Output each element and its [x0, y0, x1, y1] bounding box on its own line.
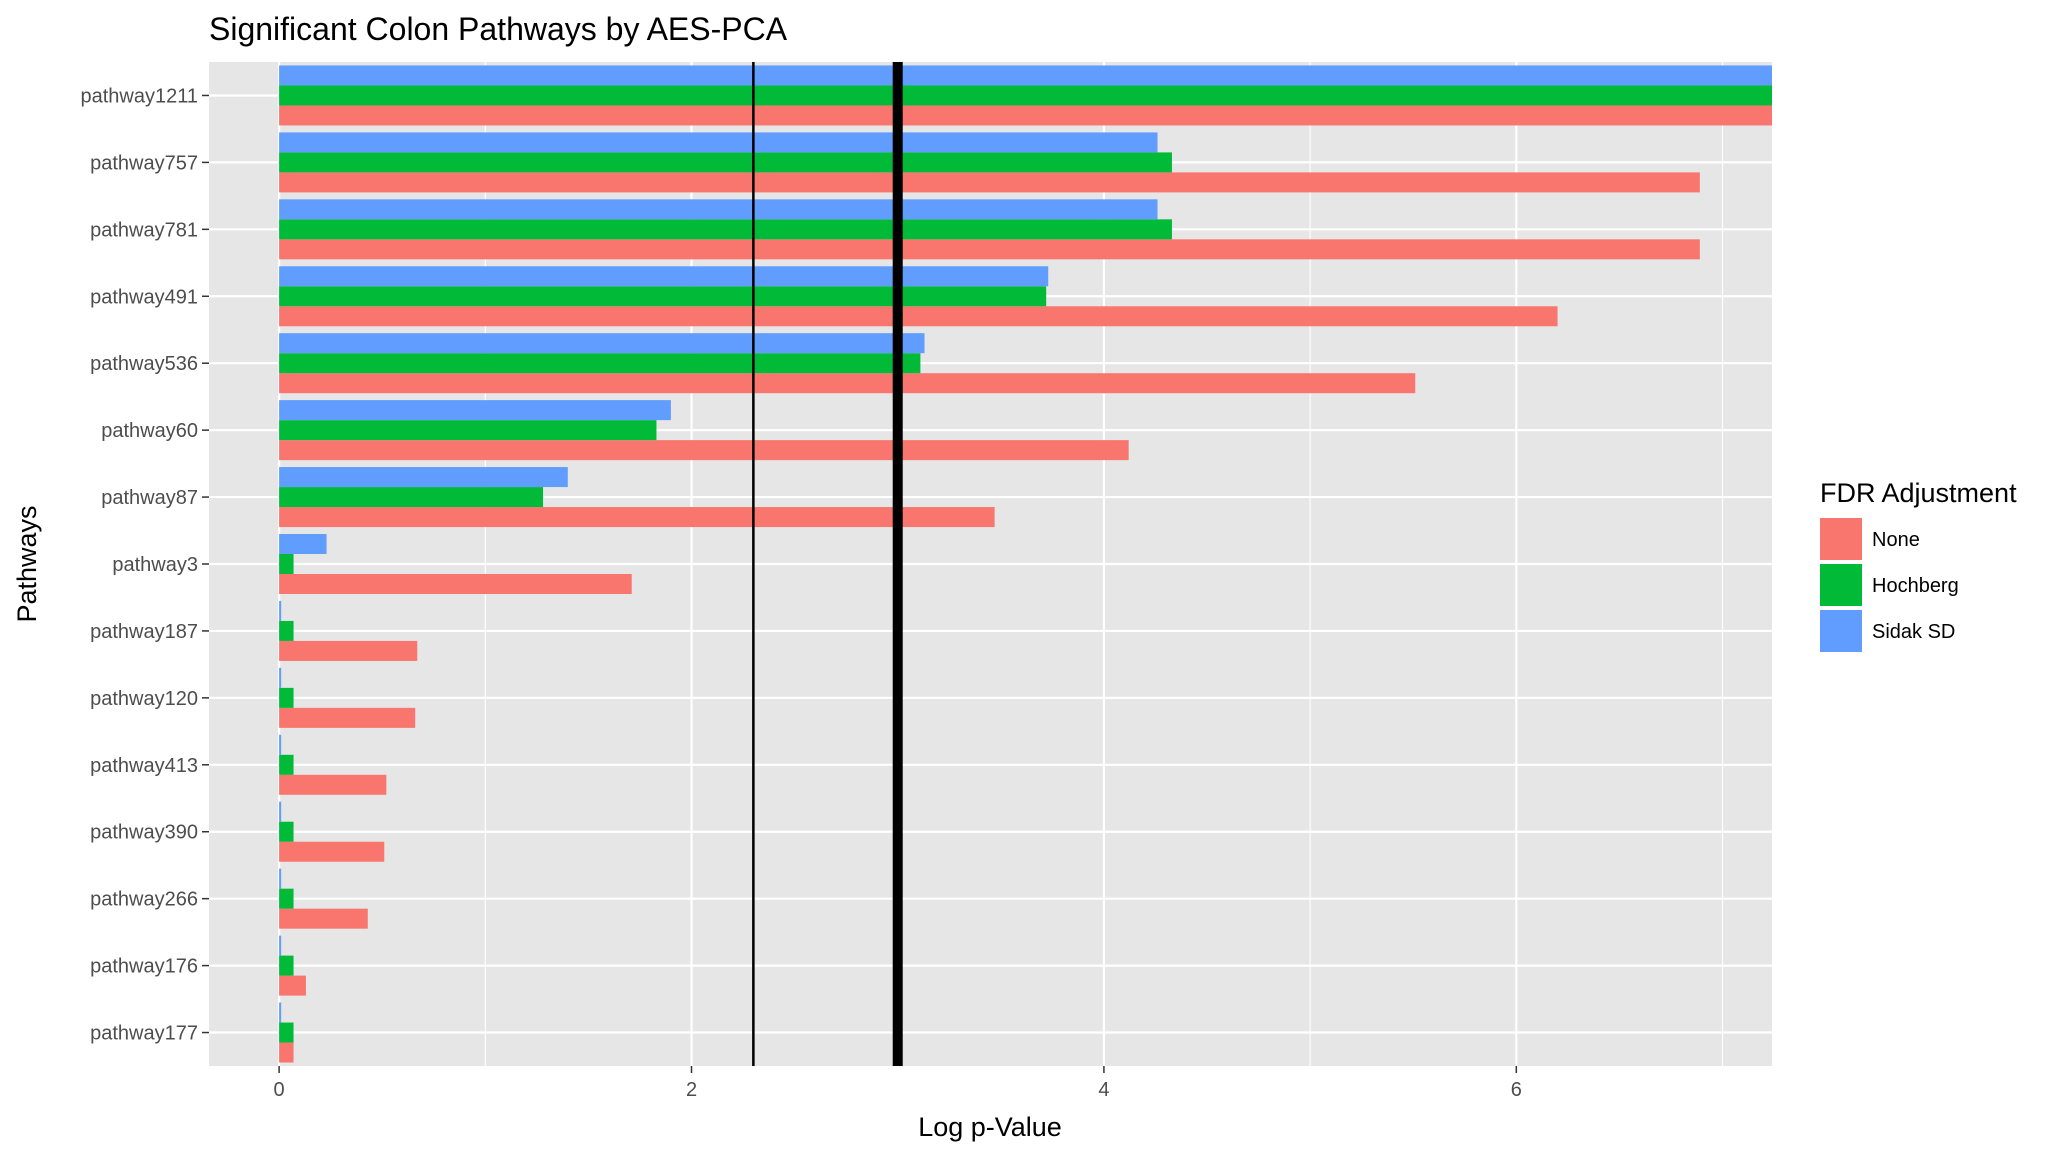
legend-title: FDR Adjustment — [1820, 478, 2017, 508]
bar-hochberg-pathway177 — [279, 1022, 294, 1043]
x-tick-label: 4 — [1098, 1079, 1109, 1101]
bar-sidak-sd-pathway266 — [279, 868, 282, 889]
bar-sidak-sd-pathway536 — [279, 333, 925, 354]
bar-sidak-sd-pathway3 — [279, 534, 327, 554]
legend-key-none — [1820, 518, 1862, 560]
legend-label: None — [1872, 529, 1920, 551]
bar-hochberg-pathway176 — [279, 955, 294, 976]
y-tick-label: pathway1211 — [81, 85, 199, 107]
axes: pathway1211 pathway757 pathway781 pathway49… — [81, 85, 1522, 1101]
bar-sidak-sd-pathway390 — [279, 801, 282, 822]
bar-hochberg-pathway266 — [279, 888, 294, 909]
bar-none-pathway1211 — [279, 105, 1773, 126]
x-tick-label: 6 — [1511, 1079, 1522, 1101]
bar-sidak-sd-pathway187 — [279, 600, 282, 621]
x-tick-label: 0 — [274, 1079, 285, 1101]
y-tick-label: pathway413 — [90, 755, 198, 777]
bar-sidak-sd-pathway176 — [279, 935, 282, 956]
bar-hochberg-pathway413 — [279, 754, 294, 775]
y-tick-label: pathway491 — [90, 286, 198, 308]
bar-hochberg-pathway781 — [279, 219, 1172, 240]
y-tick-label: pathway120 — [90, 688, 198, 710]
bar-none-pathway120 — [279, 707, 416, 728]
bar-none-pathway536 — [279, 373, 1416, 394]
bar-hochberg-pathway491 — [279, 286, 1047, 307]
legend-key-sidak-sd — [1820, 610, 1862, 652]
y-tick-label: pathway87 — [101, 487, 198, 509]
bar-sidak-sd-pathway120 — [279, 667, 282, 688]
bar-none-pathway266 — [279, 908, 368, 929]
bar-hochberg-pathway87 — [279, 487, 544, 508]
bar-none-pathway60 — [279, 440, 1129, 461]
bar-none-pathway3 — [279, 574, 632, 594]
bar-sidak-sd-pathway413 — [279, 734, 282, 755]
bar-hochberg-pathway1211 — [279, 85, 1773, 106]
legend: FDR Adjustment None Hochberg Sidak SD — [1820, 478, 2017, 652]
bar-sidak-sd-pathway1211 — [279, 65, 1773, 86]
y-axis-title: Pathways — [12, 505, 42, 622]
legend-label: Hochberg — [1872, 575, 1959, 597]
bar-hochberg-pathway3 — [279, 554, 294, 574]
bar-none-pathway187 — [279, 640, 418, 661]
y-tick-label: pathway3 — [112, 554, 198, 576]
y-tick-label: pathway177 — [90, 1023, 198, 1045]
y-tick-label: pathway781 — [90, 219, 198, 241]
y-tick-label: pathway390 — [90, 822, 198, 844]
bar-series — [279, 65, 1773, 1063]
x-tick-label: 2 — [686, 1079, 697, 1101]
chart-title: Significant Colon Pathways by AES-PCA — [209, 11, 788, 47]
bar-none-pathway176 — [279, 975, 306, 996]
bar-sidak-sd-pathway87 — [279, 467, 568, 488]
bar-sidak-sd-pathway757 — [279, 132, 1158, 153]
y-tick-label: pathway266 — [90, 889, 198, 911]
bar-hochberg-pathway757 — [279, 152, 1172, 173]
bar-none-pathway87 — [279, 507, 995, 528]
legend-label: Sidak SD — [1872, 621, 1955, 643]
y-tick-label: pathway536 — [90, 353, 198, 375]
y-tick-label: pathway187 — [90, 621, 198, 643]
bar-none-pathway781 — [279, 239, 1700, 260]
bar-none-pathway757 — [279, 172, 1700, 193]
x-axis-title: Log p-Value — [918, 1112, 1062, 1142]
y-tick-label: pathway176 — [90, 956, 198, 978]
bar-sidak-sd-pathway491 — [279, 266, 1049, 287]
bar-sidak-sd-pathway60 — [279, 400, 671, 421]
bar-hochberg-pathway187 — [279, 620, 294, 641]
reference-lines — [752, 62, 903, 1066]
bar-hochberg-pathway120 — [279, 687, 294, 708]
legend-key-hochberg — [1820, 564, 1862, 606]
bar-none-pathway491 — [279, 306, 1558, 327]
bar-hochberg-pathway60 — [279, 420, 657, 441]
y-tick-label: pathway757 — [90, 152, 198, 174]
bar-hochberg-pathway536 — [279, 353, 921, 374]
y-tick-label: pathway60 — [101, 420, 198, 442]
bar-sidak-sd-pathway177 — [279, 1002, 282, 1023]
bar-sidak-sd-pathway781 — [279, 199, 1158, 220]
bar-none-pathway177 — [279, 1042, 294, 1063]
bar-none-pathway413 — [279, 774, 387, 795]
bar-none-pathway390 — [279, 841, 385, 862]
bar-hochberg-pathway390 — [279, 821, 294, 842]
